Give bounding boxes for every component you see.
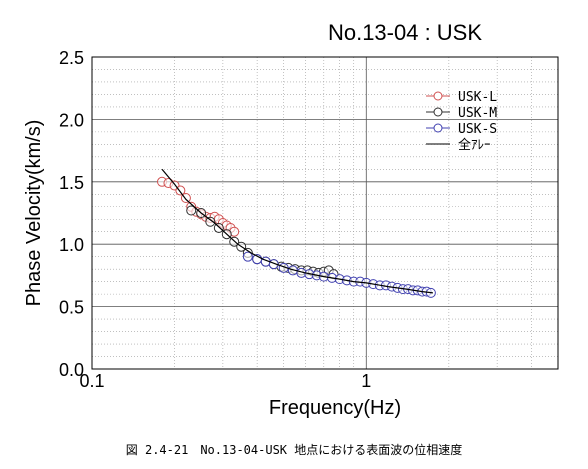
tick-labels: 0.0 0.5 1.0 1.5 2.0 2.5 0.1 1 <box>59 48 371 391</box>
chart-title: No.13-04 : USK <box>328 20 482 45</box>
x-tick-label: 1 <box>361 371 371 391</box>
legend-label: USK-L <box>458 90 497 105</box>
y-tick-label: 1.5 <box>59 173 84 193</box>
y-tick-label: 2.0 <box>59 110 84 130</box>
plot-frame <box>91 56 559 370</box>
series-line <box>161 168 433 294</box>
data-point <box>242 251 253 262</box>
data-point <box>205 216 216 227</box>
y-tick-label: 0.0 <box>59 360 84 380</box>
legend-label: USK-M <box>458 106 497 121</box>
legend-marker <box>433 91 443 101</box>
y-tick-label: 0.5 <box>59 298 84 318</box>
x-tick-label: 0.1 <box>79 371 104 391</box>
y-axis-label: Phase Velocity(km/s) <box>23 120 45 307</box>
y-tick-label: 1.0 <box>59 235 84 255</box>
data-point <box>186 205 197 216</box>
legend-label: 全ｱﾚｰ <box>458 137 491 153</box>
data-point <box>213 222 224 233</box>
legend-label: USK-S <box>458 122 497 137</box>
legend-marker <box>433 107 443 117</box>
x-axis-label: Frequency(Hz) <box>269 397 401 419</box>
legend-marker <box>433 123 443 133</box>
data-series <box>157 168 436 298</box>
y-tick-label: 2.5 <box>59 48 84 68</box>
figure-caption: 図 2.4-21 No.13-04-USK 地点における表面波の位相速度 <box>126 442 463 457</box>
